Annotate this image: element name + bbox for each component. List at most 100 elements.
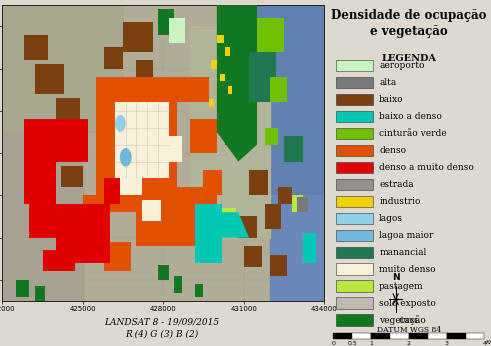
Bar: [249, 170, 268, 195]
Bar: [336, 297, 373, 309]
Bar: [352, 333, 371, 339]
Text: 0: 0: [331, 341, 335, 346]
Bar: [158, 265, 168, 280]
Bar: [336, 111, 373, 122]
Bar: [302, 234, 316, 263]
Bar: [43, 250, 75, 272]
Text: denso a muito denso: denso a muito denso: [379, 163, 474, 172]
Bar: [72, 217, 91, 238]
Bar: [336, 94, 373, 105]
Bar: [190, 119, 217, 153]
Bar: [336, 196, 373, 207]
Bar: [238, 217, 257, 238]
Bar: [104, 47, 123, 69]
Text: solo exposto: solo exposto: [379, 299, 436, 308]
Text: muito denso: muito denso: [379, 265, 436, 274]
Bar: [136, 60, 153, 77]
Polygon shape: [115, 102, 168, 179]
Text: LANDSAT 8 - 19/09/2015: LANDSAT 8 - 19/09/2015: [105, 317, 219, 326]
Bar: [168, 136, 182, 162]
Bar: [271, 255, 287, 276]
Text: 4: 4: [483, 341, 487, 346]
Bar: [447, 333, 465, 339]
Text: 0.5: 0.5: [347, 341, 357, 346]
Bar: [168, 18, 185, 43]
Bar: [333, 333, 352, 339]
Text: alta: alta: [379, 78, 396, 87]
Bar: [409, 333, 428, 339]
Circle shape: [120, 148, 132, 167]
Bar: [336, 77, 373, 88]
Text: lagos: lagos: [379, 214, 403, 223]
Bar: [27, 162, 45, 195]
Polygon shape: [217, 5, 257, 162]
Bar: [163, 217, 195, 238]
Bar: [465, 333, 485, 339]
Bar: [34, 64, 64, 94]
Bar: [336, 162, 373, 173]
Bar: [257, 5, 324, 195]
Bar: [190, 26, 271, 238]
Bar: [209, 99, 214, 107]
Bar: [278, 187, 292, 204]
Bar: [142, 200, 161, 221]
Bar: [271, 77, 287, 102]
Circle shape: [115, 115, 126, 132]
Bar: [203, 170, 222, 195]
Bar: [177, 77, 209, 102]
Text: pastagem: pastagem: [379, 282, 424, 291]
Bar: [428, 333, 447, 339]
Text: 3: 3: [444, 341, 449, 346]
Bar: [336, 230, 373, 241]
Bar: [390, 333, 409, 339]
Bar: [336, 212, 373, 224]
Bar: [265, 128, 278, 145]
Bar: [158, 9, 174, 35]
Text: baixo: baixo: [379, 95, 404, 104]
Bar: [336, 264, 373, 275]
Text: N: N: [392, 273, 399, 282]
Polygon shape: [24, 119, 88, 204]
Text: vegetação: vegetação: [379, 315, 426, 325]
Text: Km: Km: [486, 340, 491, 345]
Bar: [83, 195, 104, 221]
Bar: [244, 246, 262, 267]
Bar: [225, 111, 252, 145]
Bar: [16, 280, 29, 297]
Bar: [217, 35, 223, 43]
Bar: [2, 5, 123, 132]
Bar: [336, 60, 373, 71]
Bar: [297, 198, 308, 212]
Bar: [219, 74, 225, 81]
Text: industrio: industrio: [379, 197, 421, 206]
Text: 1: 1: [369, 341, 373, 346]
Polygon shape: [195, 204, 222, 263]
Text: 2: 2: [407, 341, 411, 346]
Bar: [225, 47, 230, 56]
Bar: [45, 128, 78, 153]
Polygon shape: [217, 212, 249, 238]
Bar: [123, 22, 153, 52]
Bar: [265, 204, 281, 229]
Text: LEGENDA: LEGENDA: [381, 54, 436, 63]
Text: UTM
DATUM WGS 84: UTM DATUM WGS 84: [377, 317, 441, 334]
Bar: [174, 276, 182, 293]
Bar: [284, 136, 302, 162]
Bar: [336, 246, 373, 258]
Text: Densidade de ocupação
e vegetação: Densidade de ocupação e vegetação: [331, 9, 487, 38]
Bar: [227, 86, 232, 94]
Bar: [271, 195, 324, 301]
Bar: [195, 284, 203, 297]
Bar: [292, 195, 302, 212]
Bar: [336, 179, 373, 190]
Bar: [336, 145, 373, 156]
Text: baixo a denso: baixo a denso: [379, 112, 442, 121]
Bar: [249, 52, 276, 102]
Text: denso: denso: [379, 146, 406, 155]
Text: estrada: estrada: [379, 180, 414, 189]
Text: cinturão verde: cinturão verde: [379, 129, 447, 138]
Bar: [34, 286, 45, 301]
Text: aeroporto: aeroporto: [379, 61, 425, 70]
Bar: [2, 132, 83, 301]
Bar: [78, 234, 102, 263]
